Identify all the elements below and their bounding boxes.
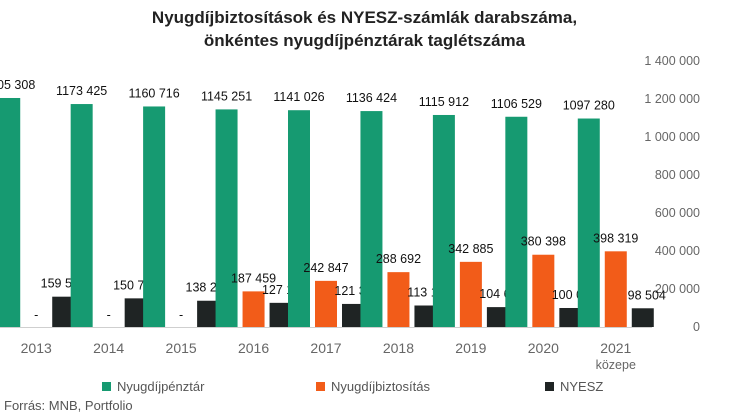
y-tick-label: 600 000 [655,206,700,220]
data-label: 380 398 [521,235,566,249]
bar-nyesz [197,300,220,327]
legend-swatch-nyugdijbiztositas [316,382,325,391]
bar-nyugdijpenztar [215,109,238,327]
data-label-missing: - [107,308,111,322]
data-label: 1136 424 [346,91,397,105]
bar-nyugdijbiztositas [459,261,482,327]
source-note: Forrás: MNB, Portfolio [4,398,133,413]
bar-nyesz [52,296,75,327]
bar-nyesz [559,307,582,327]
legend-item-nyugdijbiztositas: Nyugdíjbiztosítás [316,379,430,394]
data-label: 342 885 [448,242,493,256]
data-label: 1106 529 [491,97,542,111]
y-tick-label: 1 400 000 [644,54,700,68]
bar-nyugdijpenztar [432,114,455,328]
data-label-missing: - [179,308,183,322]
x-tick-label: 2015 [166,340,197,356]
data-label: 187 459 [231,271,276,285]
legend-item-nyesz: NYESZ [545,379,603,394]
data-label: 1115 912 [419,95,469,109]
bar-nyesz [342,303,364,327]
legend-item-nyugdijpenztar: Nyugdíjpénztár [102,379,204,394]
bar-nyugdijpenztar [360,111,383,327]
x-tick-label: 2014 [93,340,124,356]
chart-title-line-2: önkéntes nyugdíjpénztárak taglétszáma [203,31,526,50]
legend-label-nyesz: NYESZ [560,379,604,394]
legend-swatch-nyugdijpenztar [102,382,111,391]
legend-label-nyugdijbiztositas: Nyugdíjbiztosítás [331,379,430,394]
bar-nyugdijbiztositas [315,280,337,327]
bar-nyesz [414,305,437,327]
bar-nyugdijpenztar [577,118,600,327]
bar-nyugdijbiztositas [242,291,265,327]
y-tick-label: 800 000 [655,168,700,182]
data-label-missing: - [34,308,38,322]
bar-nyesz [486,307,509,327]
x-tick-label: 2020 [528,340,559,356]
data-label: 1145 251 [201,89,252,103]
x-tick-label: 2017 [310,340,341,356]
bar-nyugdijpenztar [288,110,310,327]
data-label: 98 504 [628,288,666,302]
data-label: 1173 425 [56,84,107,98]
y-tick-label: 0 [693,320,700,334]
y-tick-label: 1 200 000 [644,92,700,106]
bar-nyugdijpenztar [70,104,93,327]
x-tick-label: 2016 [238,340,269,356]
y-tick-label: 400 000 [655,244,700,258]
bar-nyesz [631,308,654,327]
bar-nyugdijpenztar [0,97,21,327]
x-tick-label: 2013 [21,340,52,356]
x-tick-label: 2018 [383,340,414,356]
chart-title: Nyugdíjbiztosítások és NYESZ-számlák dar… [0,6,729,52]
data-label: 1205 308 [0,78,35,92]
data-label: 398 319 [593,231,638,245]
bar-nyesz [269,302,292,327]
y-tick-label: 1 000 000 [644,130,700,144]
bar-nyugdijbiztositas [532,254,555,327]
x-tick-label: 2021 [600,340,631,356]
data-label: 1160 716 [129,86,180,100]
bar-nyugdijbiztositas [387,272,410,327]
bar-nyesz [124,298,147,327]
legend-label-nyugdijpenztar: Nyugdíjpénztár [117,379,205,394]
bar-nyugdijpenztar [505,116,528,327]
bar-nyugdijbiztositas [604,251,627,327]
bar-nyugdijpenztar [143,106,166,327]
chart-title-line-1: Nyugdíjbiztosítások és NYESZ-számlák dar… [151,8,578,27]
x-tick-label: közepe [596,358,636,372]
data-label: 242 847 [303,261,348,275]
data-label: 1097 280 [563,99,615,113]
data-label: 1141 026 [273,90,324,104]
data-label: 288 692 [376,252,421,266]
y-tick-label: 200 000 [655,282,700,296]
legend-swatch-nyesz [545,382,554,391]
x-tick-label: 2019 [455,340,486,356]
